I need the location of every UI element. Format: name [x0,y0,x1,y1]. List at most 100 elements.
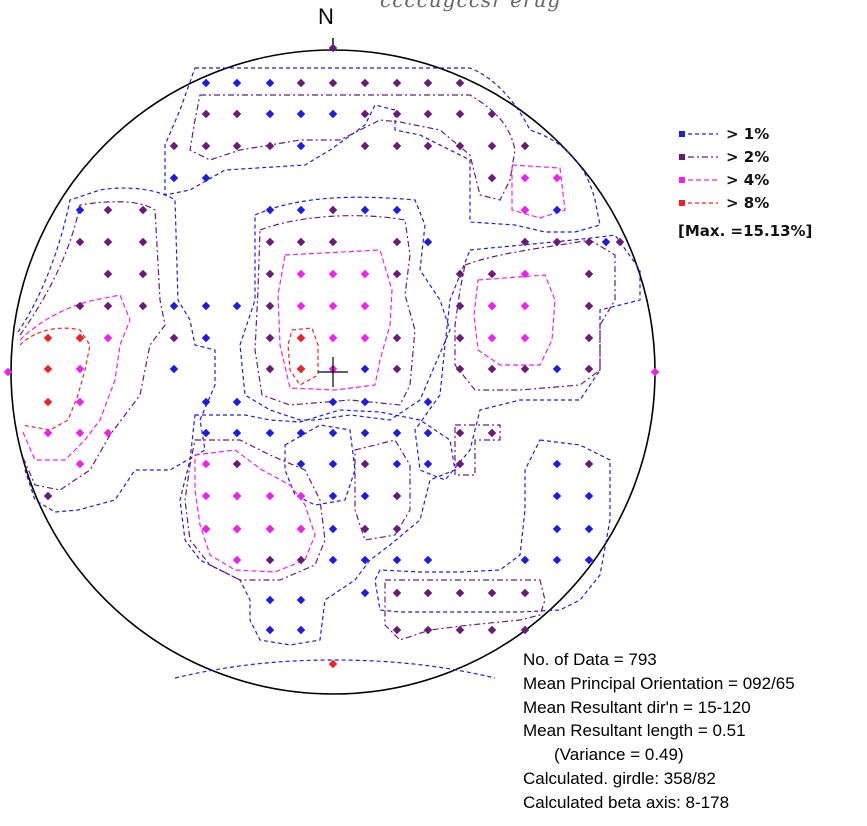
grid-point-purple [75,301,85,311]
grid-point-purple [455,333,465,343]
grid-point-purple [138,301,148,311]
grid-point-purple [423,625,433,635]
density-contours [17,67,641,679]
grid-point-magenta [520,301,530,311]
grid-point-purple [360,78,370,88]
grid-point-purple [455,109,465,119]
contour-4pct-center [277,249,393,391]
grid-point-purple [103,269,113,279]
grid-point-magenta [650,367,660,377]
grid-point-purple [138,205,148,215]
contour-2pct-box [454,424,501,476]
grid-point-blue [360,555,370,565]
grid-point-magenta [201,524,211,534]
legend-swatch-1pct-icon [679,130,718,137]
grid-point-blue [296,428,306,438]
grid-point-purple [75,237,85,247]
density-grid-points [3,43,660,669]
grid-point-purple [392,588,402,598]
grid-point-magenta [296,491,306,501]
grid-point-blue [392,205,402,215]
contour-8pct-center [287,327,319,386]
grid-point-purple [455,625,465,635]
grid-point-purple [392,141,402,151]
grid-point-purple [455,78,465,88]
grid-point-purple [392,333,402,343]
grid-point-blue [584,491,594,501]
grid-point-purple [487,141,497,151]
contour-1pct-rim [174,659,496,679]
grid-point-magenta [232,524,242,534]
grid-point-purple [232,109,242,119]
grid-point-blue [265,109,275,119]
grid-point-purple [232,141,242,151]
grid-point-purple [455,428,465,438]
grid-point-purple [584,301,594,311]
grid-point-blue [201,333,211,343]
grid-point-purple [232,459,242,469]
grid-point-purple [455,459,465,469]
grid-point-blue [392,555,402,565]
legend-label-8pct: > 8% [726,193,770,212]
grid-point-blue [552,205,562,215]
grid-point-purple [296,555,306,565]
grid-point-blue [296,141,306,151]
grid-point-blue [360,364,370,374]
grid-point-magenta [328,333,338,343]
legend-label-2pct: > 2% [726,147,770,166]
grid-point-purple [584,237,594,247]
grid-point-purple [487,173,497,183]
grid-point-blue [296,459,306,469]
grid-point-magenta [520,333,530,343]
grid-point-purple [487,428,497,438]
grid-point-blue [552,524,562,534]
contour-1pct-inner-hole [284,424,356,506]
legend-item-4pct: > 4% [678,168,812,191]
grid-point-purple [552,237,562,247]
grid-point-blue [232,428,242,438]
stat-beta-axis: Calculated beta axis: 8-178 [523,792,730,812]
stat-mean-orientation: Mean Principal Orientation = 092/65 [523,673,795,693]
grid-point-purple [455,588,465,598]
grid-point-blue [328,524,338,534]
grid-point-blue [392,459,402,469]
grid-point-blue [296,595,306,605]
grid-point-purple [455,269,465,279]
grid-point-purple [487,625,497,635]
grid-point-magenta [520,269,530,279]
grid-point-blue [328,109,338,119]
contour-1pct-southeast [374,439,611,613]
grid-point-purple [455,301,465,311]
grid-point-blue [232,397,242,407]
grid-point-magenta [232,555,242,565]
grid-point-purple [487,364,497,374]
legend-swatch-4pct-icon [679,176,718,183]
grid-point-purple [296,237,306,247]
grid-point-magenta [75,459,85,469]
legend-swatch-2pct-icon [679,153,718,160]
grid-point-purple [360,459,370,469]
grid-point-purple [584,333,594,343]
grid-point-blue [169,301,179,311]
north-label: N [318,4,334,29]
grid-point-blue [296,625,306,635]
grid-point-purple [265,269,275,279]
grid-point-red [43,333,53,343]
grid-point-blue [328,491,338,501]
grid-point-magenta [201,491,211,501]
grid-point-blue [265,625,275,635]
grid-point-purple [520,141,530,151]
grid-point-magenta [103,428,113,438]
grid-point-blue [75,205,85,215]
grid-point-blue [328,397,338,407]
contour-1pct-west [17,187,216,513]
grid-point-blue [360,397,370,407]
grid-point-blue [423,555,433,565]
grid-point-blue [520,555,530,565]
grid-point-purple [584,364,594,374]
grid-point-blue [169,173,179,183]
grid-point-red [43,364,53,374]
grid-point-purple [392,524,402,534]
top-handwriting: ccccugccsr erug [380,0,562,12]
grid-point-magenta [265,524,275,534]
